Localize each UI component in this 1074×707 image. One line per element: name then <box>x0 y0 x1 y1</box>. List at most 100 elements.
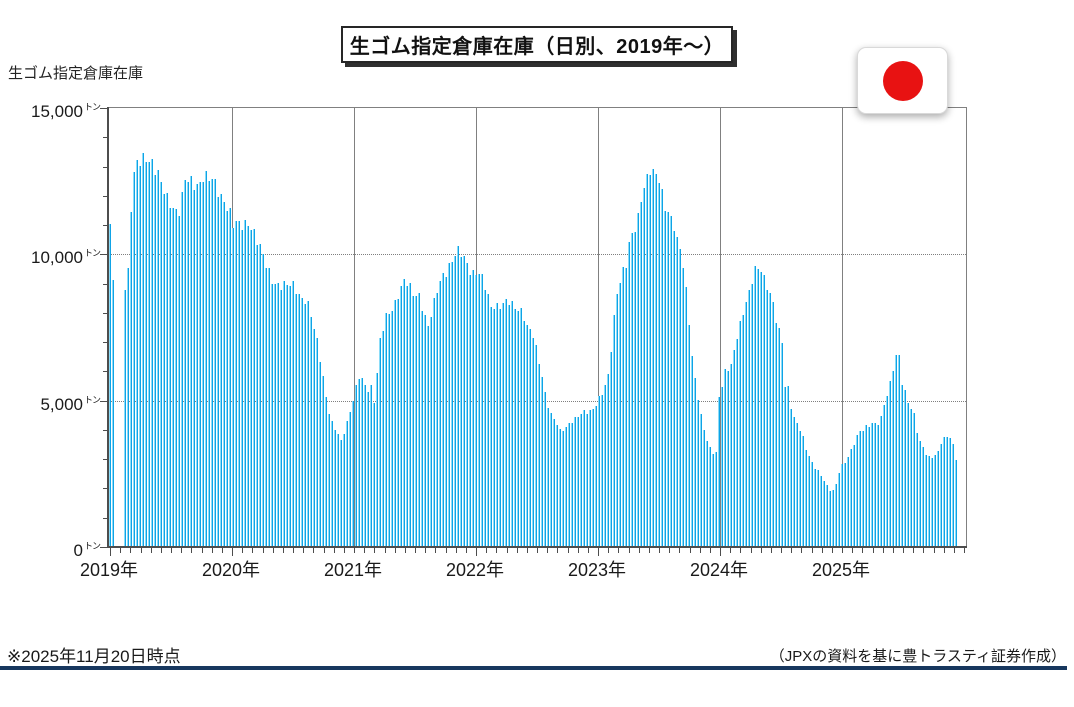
inventory-bar <box>433 297 435 547</box>
inventory-bar <box>391 311 393 547</box>
x-minor-tick <box>465 548 467 553</box>
inventory-bar <box>814 468 816 547</box>
x-minor-tick <box>394 548 396 553</box>
inventory-bar <box>259 244 261 547</box>
inventory-bar <box>226 210 228 547</box>
inventory-bar <box>955 460 957 547</box>
inventory-bar <box>838 472 840 547</box>
x-minor-tick <box>608 548 610 553</box>
inventory-bar <box>487 294 489 547</box>
footnote-source: （JPXの資料を基に豊トラスティ証券作成） <box>769 648 1066 665</box>
inventory-bar <box>892 371 894 547</box>
inventory-bar <box>829 490 831 547</box>
inventory-bar <box>943 436 945 547</box>
y-tick-unit: トン <box>83 541 101 551</box>
inventory-bar <box>559 428 561 547</box>
x-minor-tick <box>445 548 447 553</box>
inventory-bar <box>274 284 276 547</box>
inventory-bar <box>766 289 768 547</box>
x-minor-tick <box>343 548 345 553</box>
inventory-bar <box>268 268 270 547</box>
x-minor-tick <box>181 548 183 553</box>
y-axis-header: 生ゴム指定倉庫在庫 <box>8 65 144 82</box>
y-minor-tick <box>103 195 107 197</box>
inventory-bar <box>574 416 576 547</box>
y-tick-unit: トン <box>83 248 101 259</box>
inventory-bar <box>478 274 480 547</box>
inventory-bar <box>760 272 762 547</box>
inventory-bar <box>727 370 729 547</box>
inventory-bar <box>310 317 312 547</box>
y-major-tick <box>100 547 107 548</box>
inventory-bar <box>844 462 846 547</box>
x-minor-tick <box>577 548 579 553</box>
inventory-bar <box>373 402 375 547</box>
inventory-bar <box>679 249 681 547</box>
inventory-bar <box>382 330 384 547</box>
x-minor-tick <box>211 548 213 553</box>
inventory-bar <box>580 413 582 547</box>
inventory-bar <box>673 230 675 547</box>
inventory-bar <box>694 378 696 547</box>
inventory-bar <box>244 220 246 547</box>
inventory-bar <box>397 299 399 547</box>
inventory-bar <box>217 197 219 547</box>
inventory-bar <box>658 183 660 547</box>
x-minor-tick <box>791 548 793 553</box>
inventory-bar <box>340 439 342 547</box>
y-tick-value: 0 <box>73 541 83 560</box>
inventory-bar <box>199 181 201 547</box>
inventory-bar <box>514 308 516 547</box>
x-minor-tick <box>852 548 854 553</box>
x-minor-tick <box>709 548 711 553</box>
y-minor-tick <box>103 342 107 344</box>
inventory-bar <box>403 279 405 547</box>
inventory-bar <box>802 436 804 547</box>
inventory-bar <box>208 181 210 547</box>
inventory-bar <box>634 231 636 547</box>
y-tick-label: 5,000トン <box>4 390 101 415</box>
inventory-bar <box>847 457 849 547</box>
inventory-bar <box>406 286 408 547</box>
inventory-bar <box>184 179 186 547</box>
x-minor-tick <box>435 548 437 553</box>
inventory-bar <box>421 310 423 547</box>
y-minor-tick <box>103 488 107 490</box>
inventory-bar <box>877 424 879 547</box>
inventory-bar <box>781 342 783 547</box>
inventory-bar <box>508 304 510 547</box>
inventory-bar <box>769 292 771 547</box>
x-minor-tick <box>262 548 264 553</box>
inventory-bar <box>346 420 348 547</box>
inventory-bar <box>553 418 555 547</box>
y-tick-value: 5,000 <box>40 394 83 414</box>
inventory-bar <box>511 300 513 547</box>
inventory-bar <box>304 303 306 547</box>
inventory-bar <box>337 434 339 547</box>
inventory-bar <box>163 193 165 547</box>
inventory-bar <box>463 255 465 547</box>
x-minor-tick <box>923 548 925 553</box>
inventory-bar <box>112 280 114 547</box>
x-minor-tick <box>750 548 752 553</box>
inventory-bar <box>772 302 774 547</box>
inventory-bar <box>562 431 564 547</box>
inventory-bar <box>667 212 669 547</box>
inventory-bar <box>505 299 507 547</box>
x-minor-tick <box>943 548 945 553</box>
x-minor-tick <box>404 548 406 553</box>
inventory-bar <box>592 408 594 547</box>
inventory-bar <box>952 443 954 547</box>
x-minor-tick <box>354 548 355 553</box>
x-minor-tick <box>760 548 762 553</box>
x-major-tick <box>110 548 111 556</box>
x-minor-tick <box>486 548 488 553</box>
inventory-bar <box>178 216 180 547</box>
inventory-bar <box>472 270 474 547</box>
x-axis-line <box>107 546 967 548</box>
inventory-bar <box>517 310 519 547</box>
inventory-bar <box>835 483 837 547</box>
inventory-bar <box>280 289 282 547</box>
inventory-bar <box>817 469 819 547</box>
